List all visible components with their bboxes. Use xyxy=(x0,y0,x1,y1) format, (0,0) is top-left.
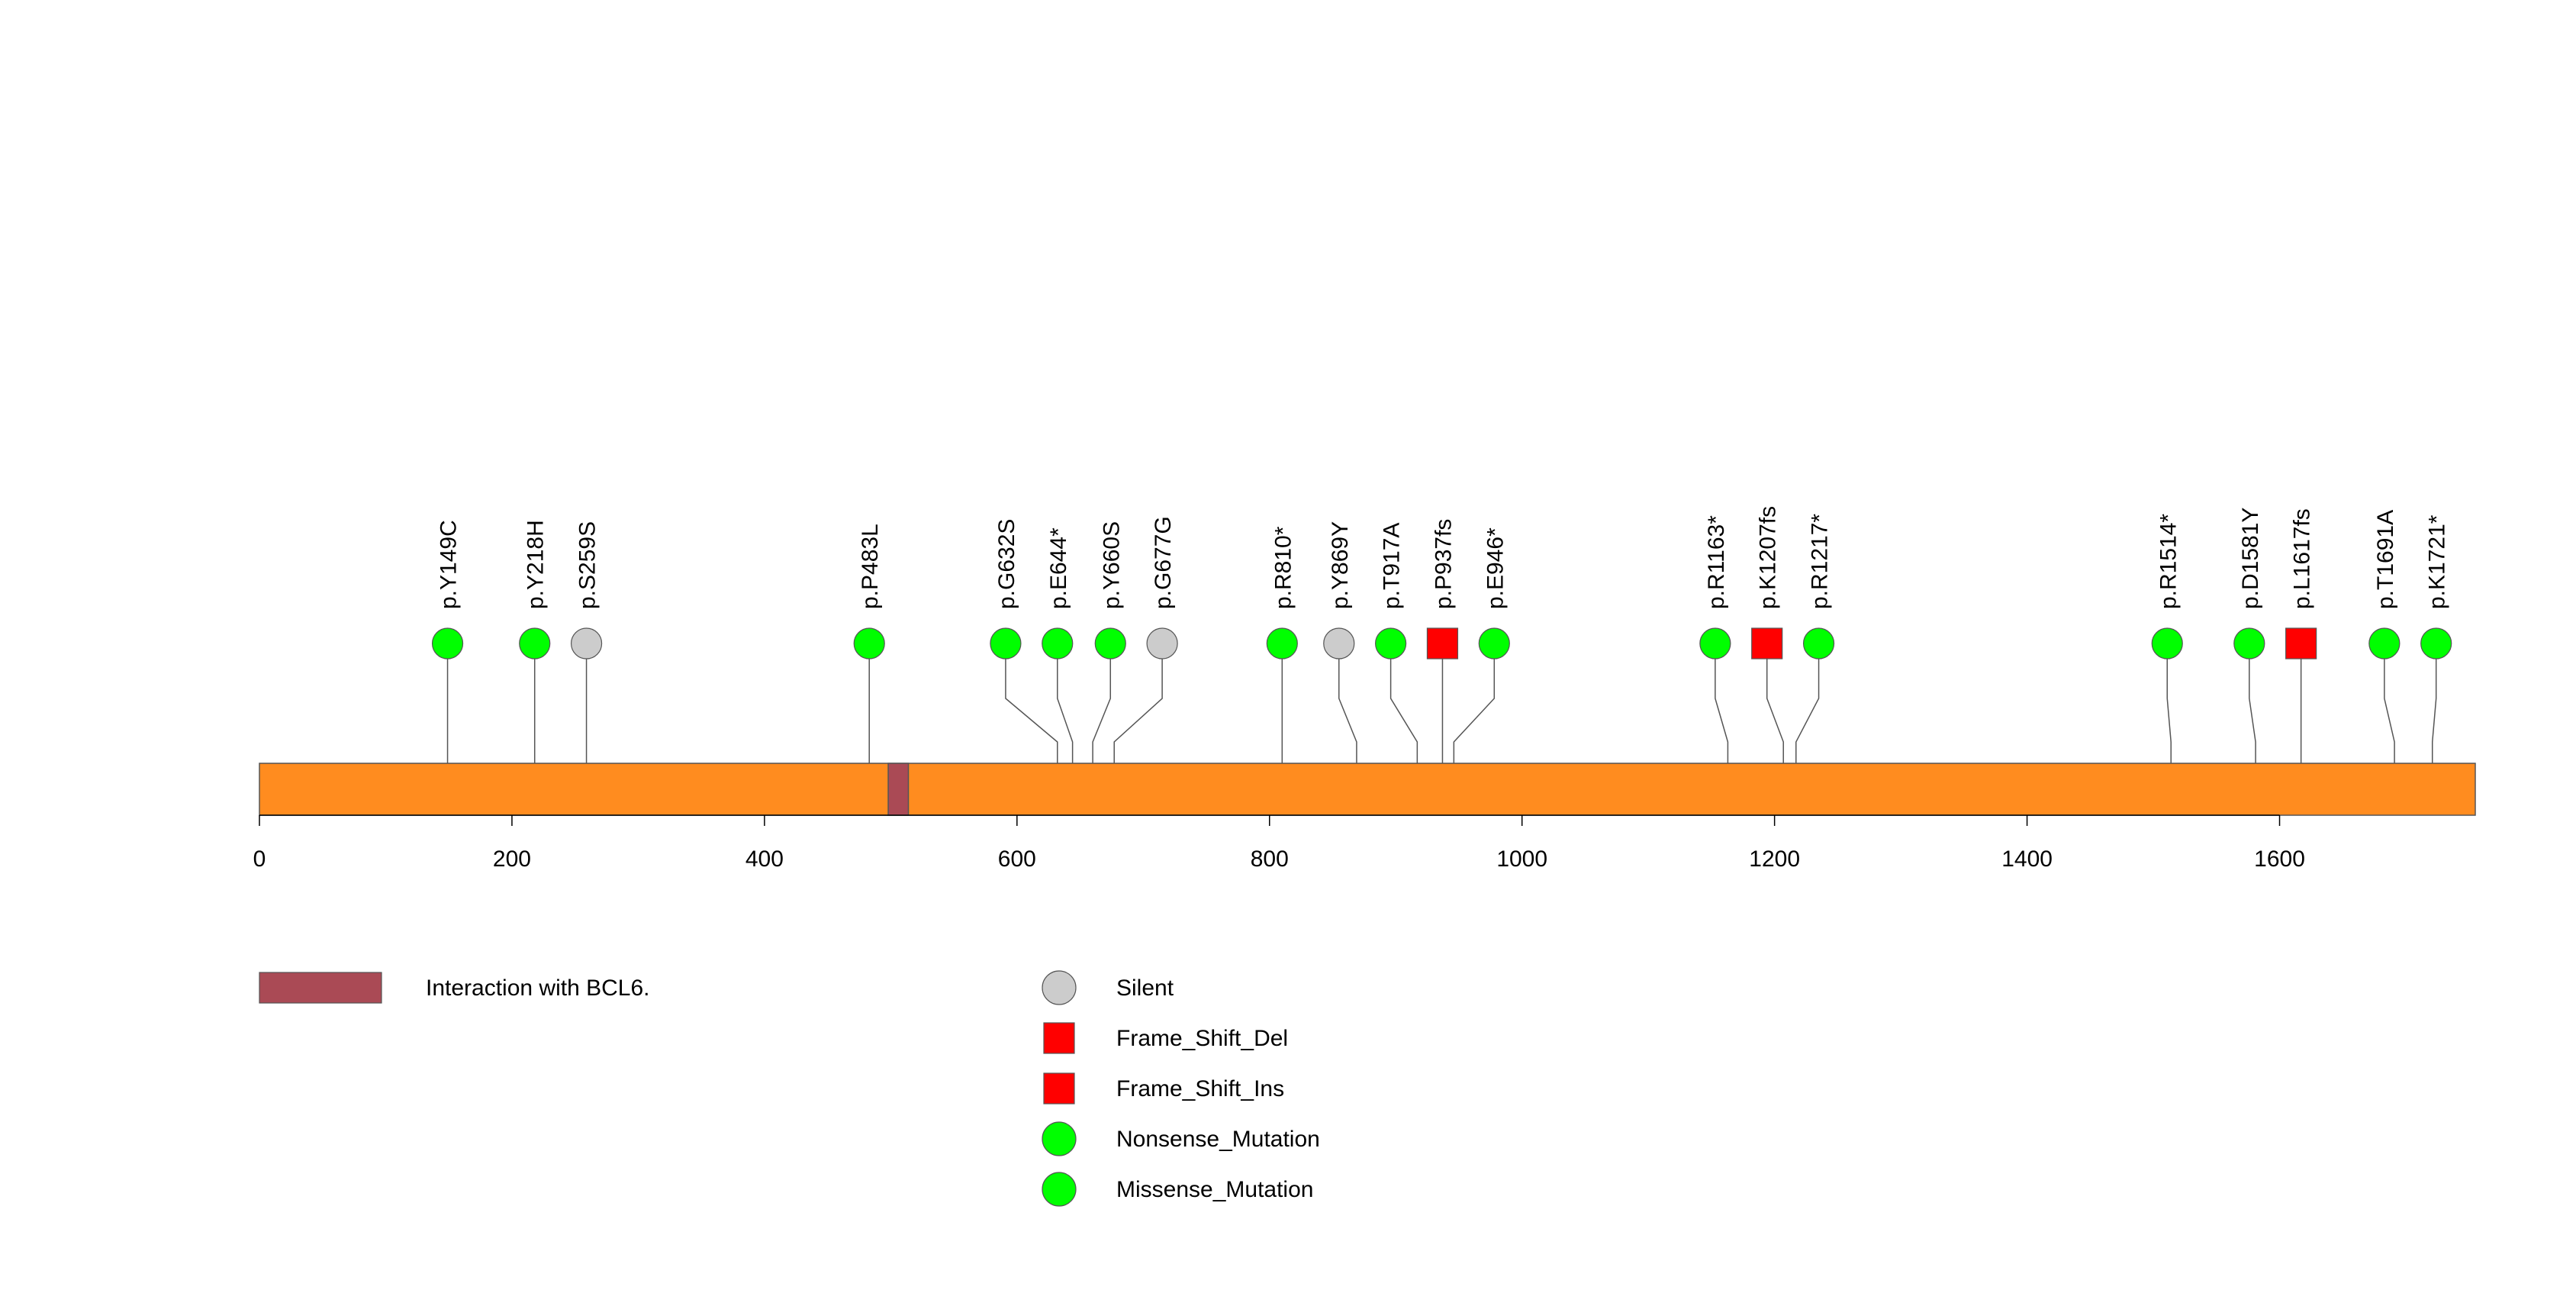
mutation-label: p.R1163* xyxy=(1704,515,1729,609)
mutation-marker-circle xyxy=(431,627,464,660)
mutation-marker-square xyxy=(1426,627,1459,660)
mutation-label: p.E644* xyxy=(1046,527,1071,609)
x-tick-label: 600 xyxy=(998,847,1036,872)
mutation-label: p.G632S xyxy=(994,519,1019,609)
mutation-marker-circle xyxy=(853,627,885,660)
legend-type-circle xyxy=(1042,1121,1077,1156)
mutation-marker-circle xyxy=(1146,627,1178,660)
mutation-label: p.T1691A xyxy=(2373,510,2398,609)
x-axis: 0 200 400 600 800 1000 1200 1400 1600 xyxy=(253,814,2305,872)
mutation-label: p.Y660S xyxy=(1099,521,1124,609)
x-tick-label: 400 xyxy=(745,847,784,872)
protein-track xyxy=(259,763,2476,816)
mutation-marker-circle xyxy=(1266,627,1298,660)
mutation-marker-circle xyxy=(2368,627,2401,660)
mutation-label: p.R1217* xyxy=(1808,514,1833,609)
legend-type-label: Frame_Shift_Ins xyxy=(1116,1076,1284,1101)
legend-type-label: Silent xyxy=(1116,976,1174,1001)
mutation-marker-square xyxy=(2285,627,2317,660)
mutation-marker-circle xyxy=(1042,627,1074,660)
domain-0 xyxy=(887,763,910,816)
legend-type-circle xyxy=(1042,1172,1077,1207)
mutation-markers xyxy=(431,627,2452,660)
mutation-marker-square xyxy=(1751,627,1783,660)
legend-type-square xyxy=(1043,1072,1075,1105)
legend-domain-label: Interaction with BCL6. xyxy=(426,976,649,1001)
legend-type-label: Nonsense_Mutation xyxy=(1116,1127,1320,1152)
mutation-marker-circle xyxy=(2151,627,2183,660)
x-tick-label: 200 xyxy=(493,847,531,872)
mutation-label: p.Y869Y xyxy=(1328,521,1353,609)
mutation-label: p.G677G xyxy=(1151,516,1176,609)
mutation-marker-circle xyxy=(1375,627,1407,660)
x-tick-label: 1000 xyxy=(1496,847,1547,872)
mutation-marker-circle xyxy=(1094,627,1126,660)
mutation-marker-circle xyxy=(2420,627,2452,660)
mutation-marker-circle xyxy=(1478,627,1510,660)
legend-type-square xyxy=(1043,1022,1075,1054)
x-tick-label: 1200 xyxy=(1749,847,1800,872)
mutation-label: p.K1207fs xyxy=(1756,506,1781,609)
mutation-labels: p.Y149C p.Y218H p.S259S p.P483L p.G632S p.E64… xyxy=(436,506,2450,609)
mutation-label: p.T917A xyxy=(1380,523,1405,609)
mutation-label: p.P937fs xyxy=(1431,519,1456,609)
legend-type-label: Missense_Mutation xyxy=(1116,1177,1313,1202)
legend-type-circle xyxy=(1042,970,1077,1005)
mutation-label: p.S259S xyxy=(575,521,601,609)
legend-domain-swatch xyxy=(259,972,382,1004)
x-tick-label: 0 xyxy=(253,847,266,872)
mutation-label: p.Y149C xyxy=(436,520,462,609)
x-tick-label: 1600 xyxy=(2254,847,2305,872)
mutation-label: p.L1617fs xyxy=(2290,508,2315,609)
mutation-marker-circle xyxy=(519,627,551,660)
mutation-label: p.E946* xyxy=(1483,527,1508,609)
mutation-label: p.R1514* xyxy=(2156,514,2181,609)
mutation-marker-circle xyxy=(1802,627,1835,660)
mutation-label: p.P483L xyxy=(858,524,883,609)
mutation-label: p.D1581Y xyxy=(2238,508,2263,609)
mutation-marker-circle xyxy=(1323,627,1355,660)
mutation-label: p.Y218H xyxy=(523,520,549,609)
mutation-marker-circle xyxy=(990,627,1022,660)
mutation-label: p.R810* xyxy=(1270,526,1296,609)
mutation-marker-circle xyxy=(1699,627,1731,660)
mutation-label: p.K1721* xyxy=(2425,514,2450,609)
mutation-marker-circle xyxy=(570,627,603,660)
legend-type-label: Frame_Shift_Del xyxy=(1116,1026,1288,1051)
x-tick-label: 800 xyxy=(1251,847,1289,872)
mutation-marker-circle xyxy=(2233,627,2265,660)
protein-bar xyxy=(259,763,2476,816)
legend: Interaction with BCL6. Silent Frame_Shift_… xyxy=(259,970,1320,1207)
x-tick-label: 1400 xyxy=(2001,847,2053,872)
